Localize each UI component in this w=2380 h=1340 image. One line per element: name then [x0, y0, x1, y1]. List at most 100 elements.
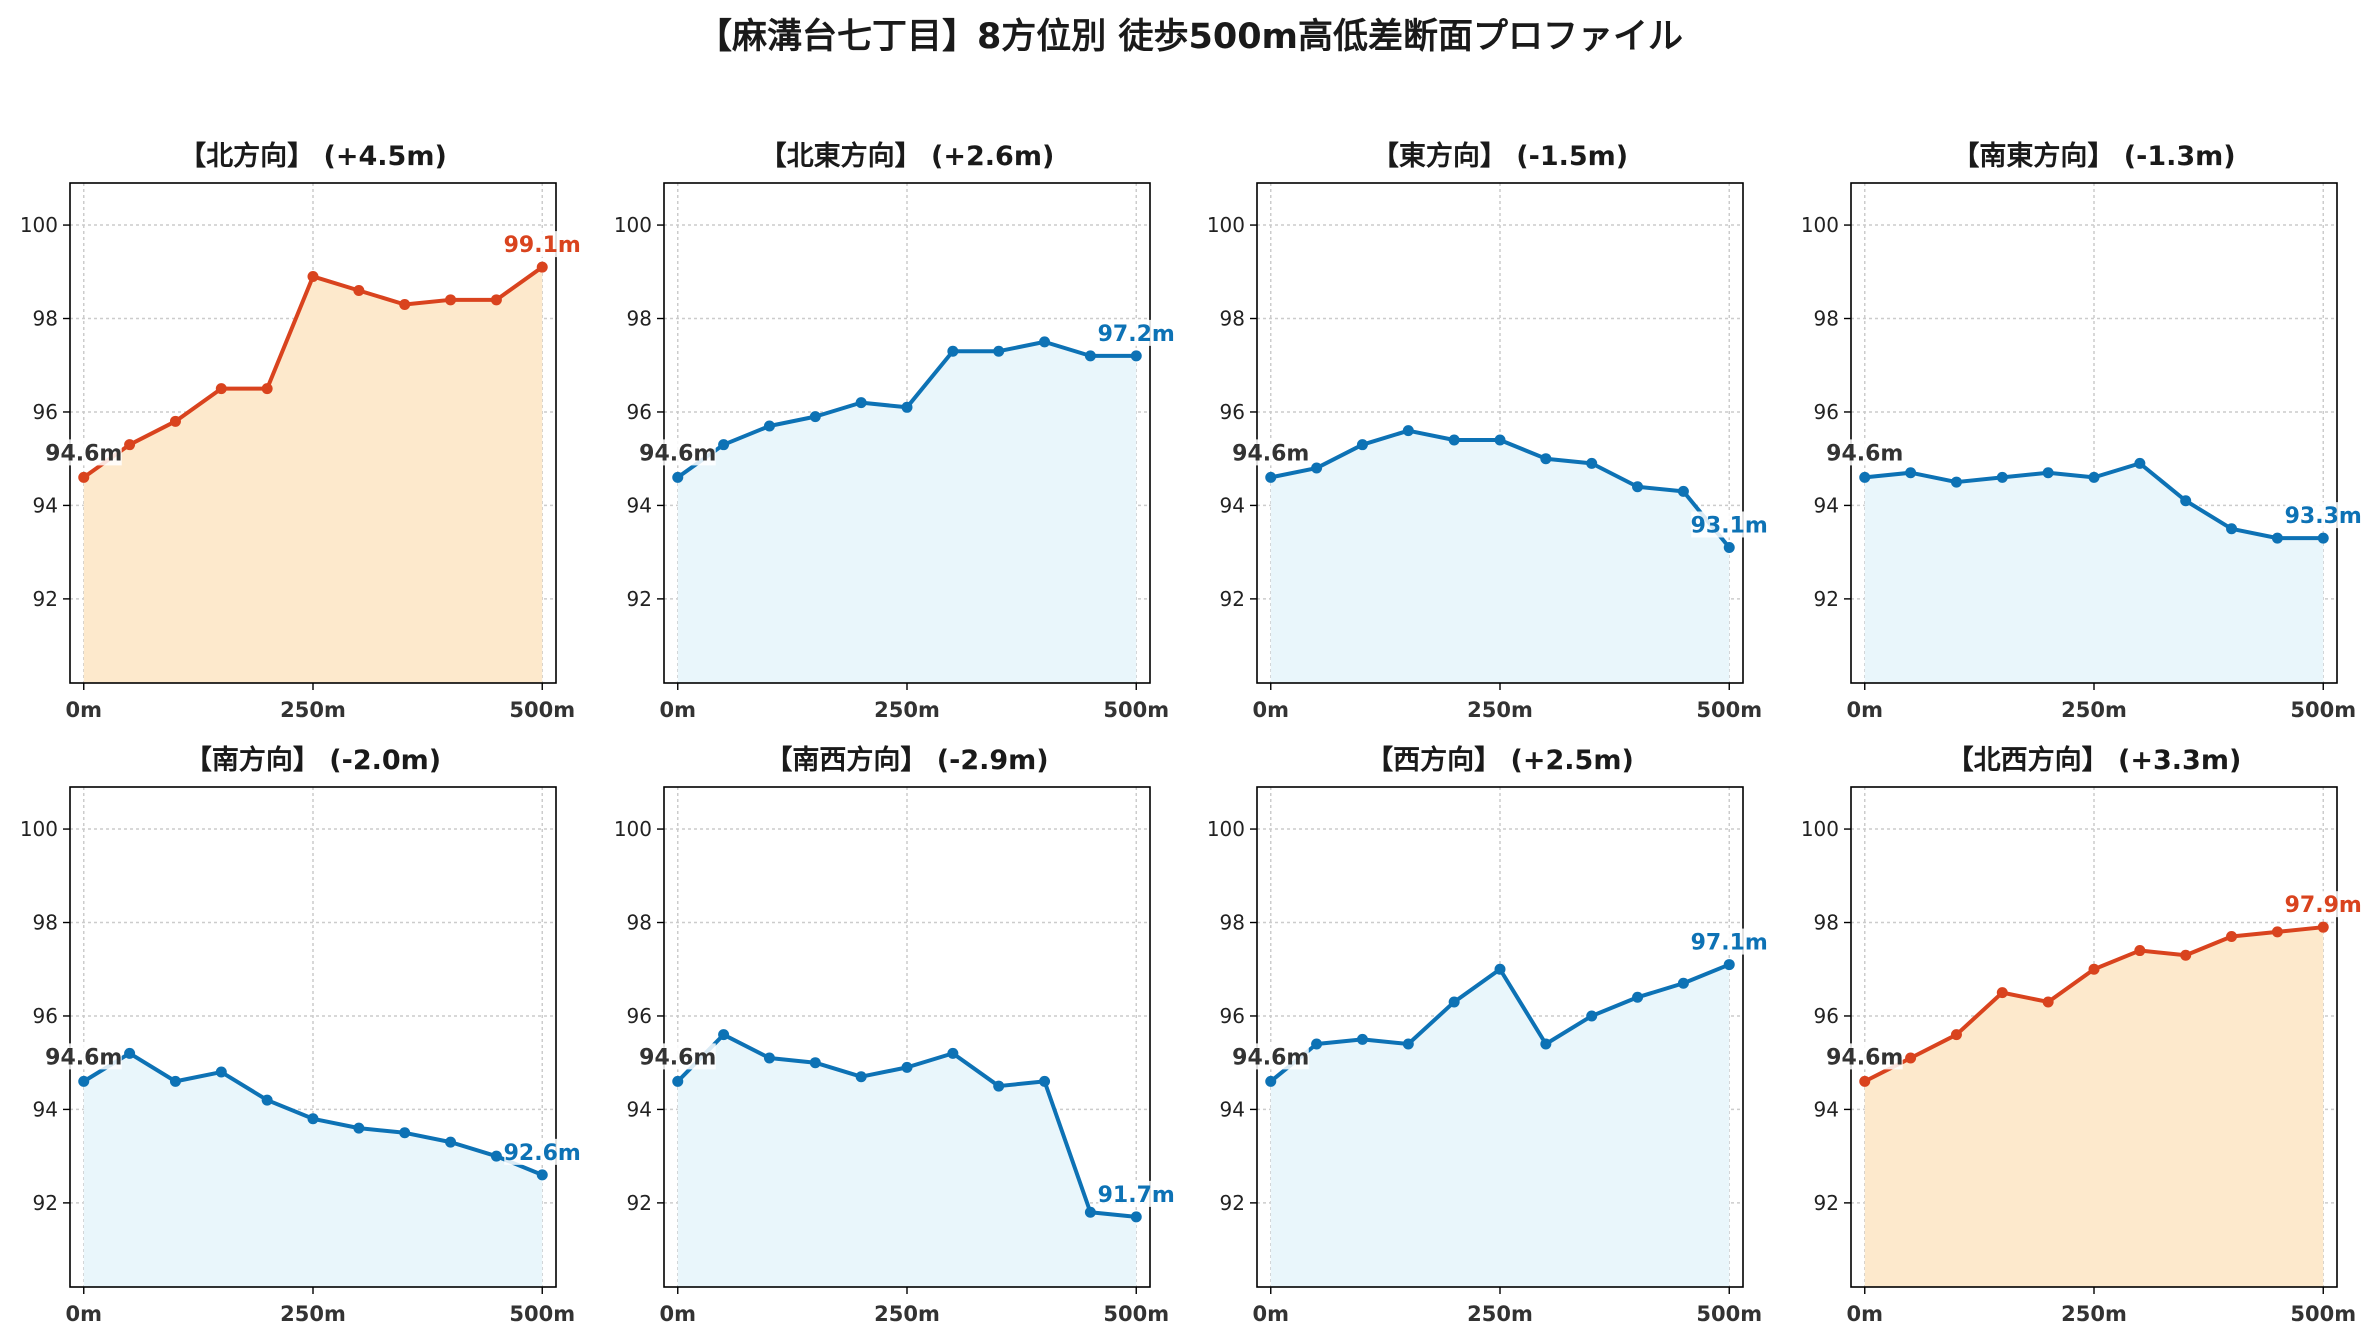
- data-point: [2317, 532, 2329, 544]
- data-point: [1039, 336, 1051, 348]
- subplot-title: 【北東方向】 (+2.6m): [760, 140, 1055, 172]
- data-point: [490, 1150, 502, 1162]
- end-elevation-label: 97.2m: [1098, 322, 1175, 347]
- x-tick-label: 500m: [2290, 1302, 2356, 1326]
- data-point: [536, 1169, 548, 1181]
- end-elevation-label: 93.3m: [2285, 504, 2362, 529]
- start-elevation-label: 94.6m: [1232, 1045, 1309, 1070]
- area-fill: [1270, 964, 1730, 1287]
- y-tick-label: 92: [33, 587, 58, 611]
- subplot-3: 【東方向】 (-1.5m) 0m 250m 500m 92 94 96 98 100 94.6m 9…: [1207, 140, 1768, 722]
- data-point: [993, 345, 1005, 357]
- subplot-title: 【東方向】 (-1.5m): [1372, 140, 1628, 172]
- data-point: [1356, 1033, 1368, 1045]
- end-label-bg: [2285, 891, 2362, 918]
- x-tick-label: 0m: [66, 1302, 103, 1326]
- start-label-bg: [639, 439, 716, 466]
- start-elevation-label: 94.6m: [639, 441, 716, 466]
- y-tick-label: 100: [1801, 817, 1839, 841]
- data-point: [78, 471, 90, 483]
- data-point: [855, 1071, 867, 1083]
- end-label-bg: [1691, 511, 1768, 538]
- y-tick-label: 96: [627, 400, 652, 424]
- data-point: [2226, 523, 2238, 535]
- data-point: [1950, 1029, 1962, 1041]
- subplot-4: 【南東方向】 (-1.3m) 0m 250m 500m 92 94 96 98 100 94.6m…: [1801, 140, 2362, 722]
- y-tick-label: 100: [20, 213, 58, 237]
- end-elevation-label: 97.9m: [2285, 893, 2362, 918]
- subplot-7: 【西方向】 (+2.5m) 0m 250m 500m 92 94 96 98 100 94.6m 9…: [1207, 744, 1768, 1326]
- x-tick-label: 250m: [874, 1302, 940, 1326]
- end-elevation-label: 91.7m: [1098, 1183, 1175, 1208]
- end-elevation-label: 92.6m: [504, 1141, 581, 1166]
- data-point: [2042, 467, 2054, 479]
- start-label-bg: [45, 1043, 122, 1070]
- data-point: [445, 1136, 457, 1148]
- subplot-title: 【南東方向】 (-1.3m): [1952, 140, 2235, 172]
- x-tick-label: 0m: [660, 1302, 697, 1326]
- x-tick-label: 500m: [509, 698, 575, 722]
- x-tick-label: 0m: [1253, 1302, 1290, 1326]
- area-fill: [83, 267, 543, 683]
- data-point: [718, 1029, 730, 1041]
- data-point: [2042, 996, 2054, 1008]
- data-point: [809, 411, 821, 423]
- end-elevation-label: 93.1m: [1691, 513, 1768, 538]
- subplot-6: 【南西方向】 (-2.9m) 0m 250m 500m 92 94 96 98 100 94.6m…: [614, 744, 1175, 1326]
- y-tick-label: 98: [33, 911, 58, 935]
- start-label-bg: [1232, 1043, 1309, 1070]
- data-point: [2180, 949, 2192, 961]
- y-tick-label: 98: [1814, 307, 1839, 331]
- y-tick-label: 100: [20, 817, 58, 841]
- x-tick-label: 500m: [2290, 698, 2356, 722]
- x-tick-label: 0m: [660, 698, 697, 722]
- data-point: [78, 1075, 90, 1087]
- y-tick-label: 98: [33, 307, 58, 331]
- data-point: [947, 1047, 959, 1059]
- data-point: [855, 397, 867, 409]
- y-tick-label: 100: [614, 213, 652, 237]
- data-point: [1859, 1075, 1871, 1087]
- end-elevation-label: 97.1m: [1691, 931, 1768, 956]
- data-point: [1311, 462, 1323, 474]
- data-point: [1586, 457, 1598, 469]
- x-tick-label: 250m: [2061, 698, 2127, 722]
- end-label-bg: [504, 1138, 581, 1165]
- x-tick-label: 0m: [1847, 698, 1884, 722]
- y-tick-label: 92: [1814, 1191, 1839, 1215]
- x-tick-label: 500m: [1103, 1302, 1169, 1326]
- y-tick-label: 94: [1814, 1097, 1839, 1121]
- data-point: [1448, 996, 1460, 1008]
- y-tick-label: 96: [33, 400, 58, 424]
- data-point: [1311, 1038, 1323, 1050]
- data-point: [1084, 1206, 1096, 1218]
- start-elevation-label: 94.6m: [639, 1045, 716, 1070]
- subplot-title: 【南方向】 (-2.0m): [185, 744, 441, 776]
- data-point: [993, 1080, 1005, 1092]
- area-fill: [1270, 430, 1730, 683]
- data-point: [2134, 945, 2146, 957]
- y-tick-label: 100: [1207, 213, 1245, 237]
- y-tick-label: 100: [614, 817, 652, 841]
- data-point: [1494, 963, 1506, 975]
- end-elevation-label: 99.1m: [504, 233, 581, 258]
- data-point: [353, 284, 365, 296]
- data-point: [1950, 476, 1962, 488]
- data-point: [2088, 963, 2100, 975]
- x-tick-label: 0m: [1847, 1302, 1884, 1326]
- start-elevation-label: 94.6m: [1826, 1045, 1903, 1070]
- y-tick-label: 98: [627, 911, 652, 935]
- y-tick-label: 94: [33, 1097, 58, 1121]
- subplot-title: 【南西方向】 (-2.9m): [765, 744, 1048, 776]
- x-tick-label: 250m: [2061, 1302, 2127, 1326]
- y-tick-label: 94: [1220, 493, 1245, 517]
- y-tick-label: 92: [627, 587, 652, 611]
- data-point: [1084, 350, 1096, 362]
- y-tick-label: 94: [1220, 1097, 1245, 1121]
- x-tick-label: 250m: [1467, 698, 1533, 722]
- area-fill: [677, 1034, 1137, 1287]
- data-point: [1265, 471, 1277, 483]
- end-label-bg: [1098, 319, 1175, 346]
